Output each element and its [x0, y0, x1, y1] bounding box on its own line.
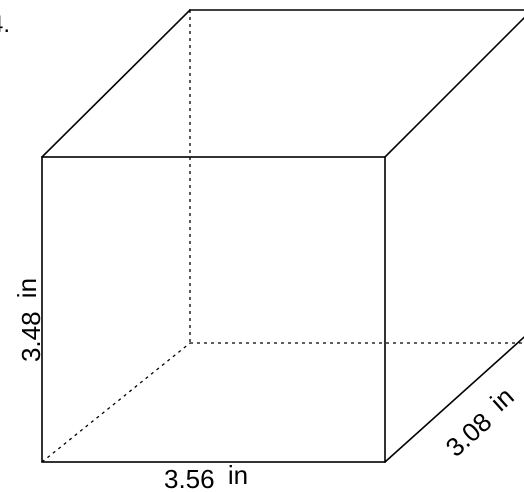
depth-unit: in [484, 381, 519, 417]
bottom-right-depth-edge [383, 336, 524, 464]
height-label: 3.48 in [12, 278, 46, 362]
height-unit: in [12, 278, 42, 298]
svg-text:3.08 in: 3.08 in [437, 381, 522, 463]
width-label: 3.56 in [164, 460, 248, 492]
hidden-edge-bottom-left-depth [41, 342, 191, 463]
problem-number: 4. [0, 11, 10, 38]
height-value: 3.48 [16, 311, 46, 362]
depth-label: 3.08 in [437, 381, 522, 463]
top-left-depth-edge [40, 8, 192, 159]
top-right-depth-edge [383, 16, 524, 159]
svg-text:3.48 in: 3.48 in [12, 278, 46, 362]
depth-value: 3.08 [440, 406, 498, 462]
front-face [41, 156, 386, 463]
width-value: 3.56 [164, 464, 215, 492]
width-unit: in [228, 460, 248, 490]
